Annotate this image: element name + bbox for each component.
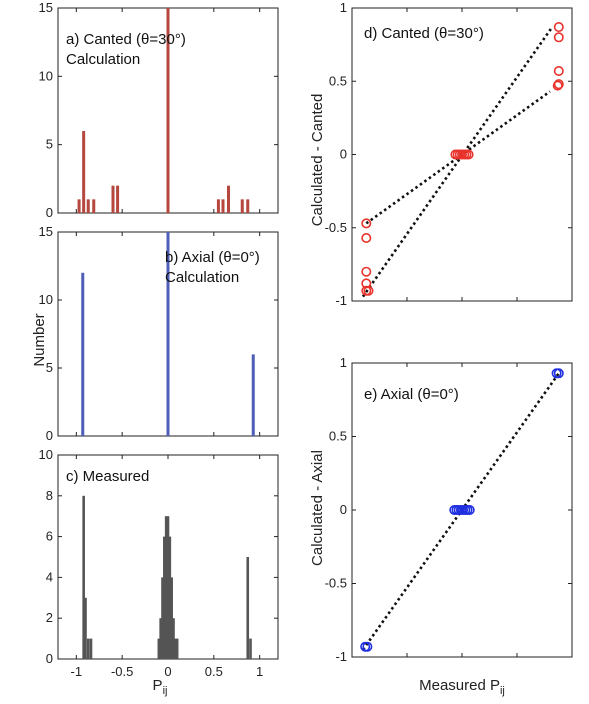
panel-e-annotation: e) Axial (θ=0°) [364, 386, 459, 403]
panel-d-canted-scatter: -1 -0.5 0 0.5 1 d) Canted (θ=30°) [325, 0, 573, 308]
panel-c-bar [84, 597, 87, 659]
panel-a-bar [246, 199, 250, 213]
panel-a-y-tick-label: 10 [39, 68, 53, 83]
panel-c-x-tick-label: 0.5 [205, 664, 223, 679]
panel-c-bar [170, 577, 173, 659]
panel-a-y-tick-label: 15 [39, 0, 53, 15]
panel-d-y-tick-label: -1 [335, 293, 347, 308]
panel-b-y-tick-label: 5 [46, 360, 53, 375]
panel-d-annotation: d) Canted (θ=30°) [364, 25, 484, 42]
panel-c-x-tick-label: 0 [164, 664, 171, 679]
panel-a-bar [82, 131, 86, 213]
panel-c-bar [175, 638, 179, 659]
panel-d-data-point [361, 218, 372, 229]
panel-b-y-tick-label: 0 [46, 428, 53, 443]
panel-c-bar [159, 618, 162, 659]
panel-a-bar [166, 8, 170, 213]
panel-d-data-point [553, 32, 564, 43]
panel-c-y-tick-label: 6 [46, 529, 53, 544]
panel-a-bar [221, 199, 225, 213]
panel-c-bar [249, 638, 252, 659]
panel-e-y-tick-label: -0.5 [325, 576, 347, 591]
panel-b-y-tick-label: 15 [39, 224, 53, 239]
panel-b-annotation: b) Axial (θ=0°) [165, 249, 260, 266]
panel-e-y-tick-label: 0.5 [329, 429, 347, 444]
panel-e-axial-scatter: -1 -0.5 0 0.5 1 e) Axial (θ=0°) [325, 355, 573, 664]
panel-a-y-tick-label: 5 [46, 137, 53, 152]
panel-c-bar [86, 638, 90, 659]
panel-c-y-tick-label: 2 [46, 610, 53, 625]
panel-d-data-point [361, 266, 372, 277]
panel-c-bar [161, 577, 164, 659]
panel-c-bar [166, 516, 170, 659]
panel-c-x-tick-label: -0.5 [111, 664, 133, 679]
panel-b-bar [166, 232, 170, 436]
panel-c-bar [164, 516, 168, 659]
panel-d-fit-line [365, 90, 551, 225]
left-x-axis-label: Pij [153, 677, 168, 697]
panel-d-y-tick-label: 0 [340, 147, 347, 162]
panel-a-bar [86, 199, 90, 213]
panel-a-canted-calculation-histogram: 0 5 10 15 a) Canted (θ=30°) Calculation [39, 0, 279, 220]
panel-d-fit-line [361, 26, 554, 298]
panel-d-y-tick-label: 0.5 [329, 73, 347, 88]
panel-a-bar [227, 185, 230, 213]
panel-d-y-tick-label: -0.5 [325, 220, 347, 235]
right-x-axis-label-main: Measured P [419, 677, 500, 694]
panel-a-bar [111, 185, 115, 213]
panel-c-annotation: c) Measured [66, 468, 149, 485]
panel-d-data-point [361, 233, 372, 244]
panel-a-y-tick-label: 0 [46, 205, 53, 220]
panel-c-bar [163, 536, 166, 659]
panel-d-data-point [553, 65, 564, 76]
panel-c-bar [157, 638, 161, 659]
panel-d-data-point [363, 285, 374, 296]
panel-e-data-point [362, 641, 373, 652]
panel-b-bar [251, 354, 255, 436]
panel-e-y-tick-label: 1 [340, 355, 347, 370]
panel-a-annotation: a) Canted (θ=30°) [66, 31, 186, 48]
panel-a-bar [116, 185, 120, 213]
panel-b-bar [81, 272, 85, 436]
right-x-axis-label: Measured Pij [419, 677, 505, 697]
panel-c-bar [174, 638, 177, 659]
panel-c-bar [172, 618, 175, 659]
panel-d-y-tick-label: 1 [340, 0, 347, 15]
panel-a-annotation: Calculation [66, 51, 140, 68]
panel-a-bar [77, 199, 81, 213]
left-x-axis-label-sub: ij [163, 685, 168, 697]
panel-e-y-tick-label: -1 [335, 649, 347, 664]
panel-d-data-point [553, 22, 564, 33]
panel-c-measured-histogram: 0 2 4 6 8 10 -1 -0.5 0 0.5 1 c) Measured [39, 447, 279, 679]
panel-d-data-point [463, 149, 474, 160]
right-x-axis-label-sub: ij [500, 685, 505, 697]
right-top-y-axis-label: Calculated - Canted [309, 94, 326, 227]
panel-c-y-tick-label: 0 [46, 651, 53, 666]
panel-c-x-tick-label: -1 [71, 664, 83, 679]
panel-e-fit-line [361, 372, 560, 651]
panel-c-x-tick-label: 1 [256, 664, 263, 679]
panel-d-data-point [553, 79, 564, 90]
panel-d-data-point [552, 80, 563, 91]
left-x-axis-label-main: P [153, 677, 163, 694]
panel-c-y-tick-label: 10 [39, 447, 53, 462]
panel-e-data-point [464, 504, 475, 515]
panel-c-bar [89, 638, 93, 659]
panel-c-bar [168, 536, 172, 659]
panel-c-y-tick-label: 8 [46, 488, 53, 503]
panel-b-y-tick-label: 10 [39, 292, 53, 307]
panel-a-bar [240, 199, 244, 213]
panel-c-y-tick-label: 4 [46, 569, 53, 584]
right-bottom-y-axis-label: Calculated - Axial [309, 450, 326, 566]
panel-b-annotation: Calculation [165, 269, 239, 286]
panel-b-axial-calculation-histogram: 0 5 10 15 b) Axial (θ=0°) Calculation [39, 224, 279, 443]
panel-e-y-tick-label: 0 [340, 502, 347, 517]
panel-e-data-point [553, 368, 564, 379]
panel-c-bar [246, 557, 250, 659]
panel-a-bar [216, 199, 220, 213]
panel-c-bar [82, 495, 85, 659]
left-y-axis-label: Number [31, 313, 48, 366]
panel-a-bar [92, 199, 96, 213]
